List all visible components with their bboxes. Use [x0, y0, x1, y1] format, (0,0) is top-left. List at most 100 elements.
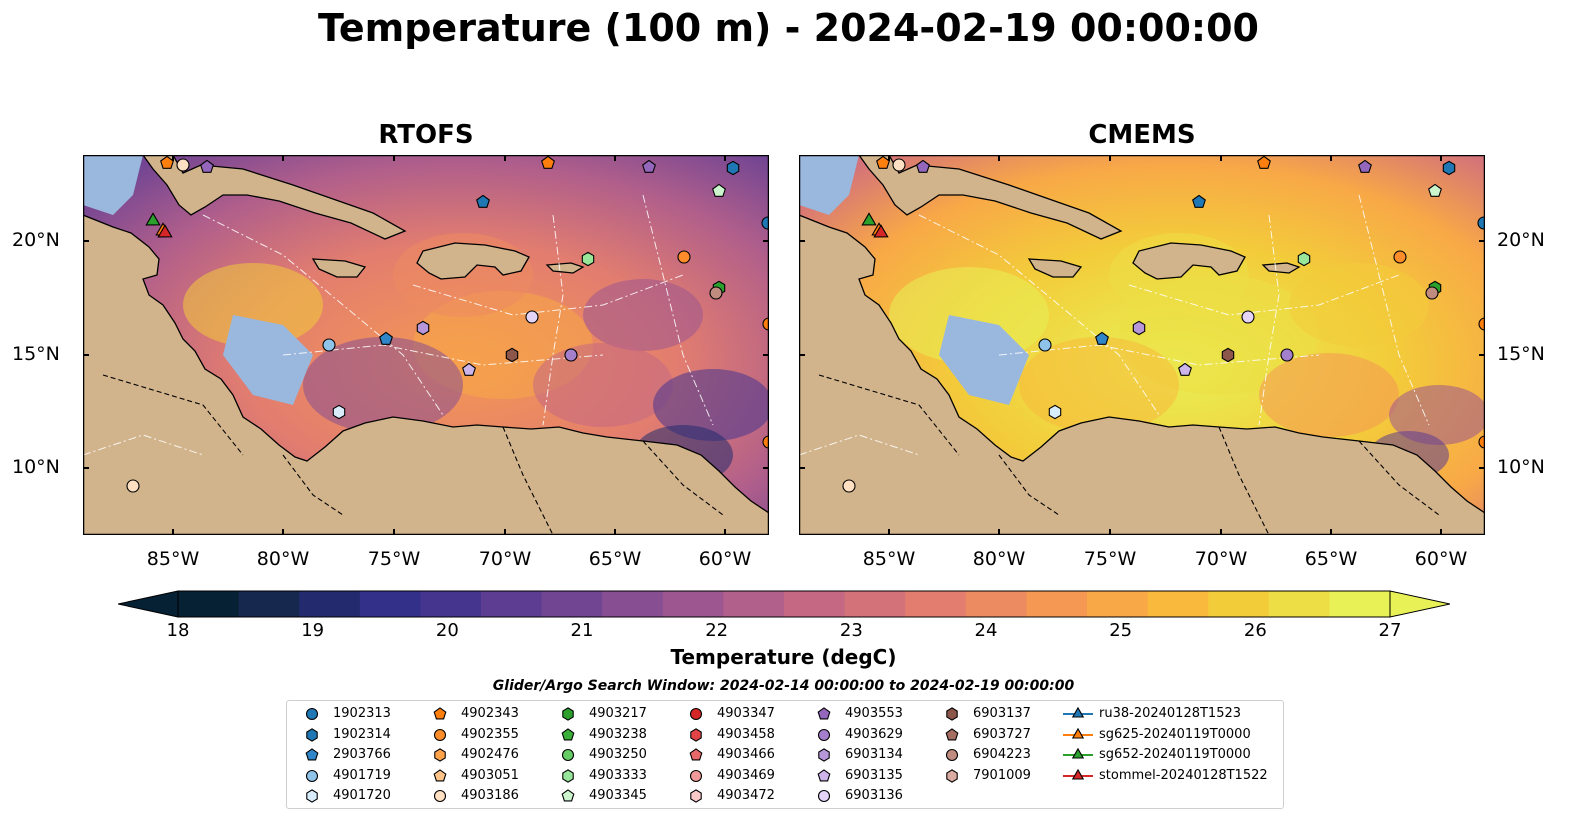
eez-boundary: [918, 214, 1160, 416]
colorbar-extend-low: [117, 590, 179, 618]
argo-float-marker: [642, 159, 656, 173]
legend-marker: [689, 769, 703, 782]
argo-float-marker: [677, 250, 691, 264]
argo-float-marker: [1178, 362, 1192, 376]
hexagon-marker-icon: [562, 768, 574, 783]
colorbar-segment: [905, 591, 967, 617]
land-mass: [1261, 262, 1301, 274]
legend-marker: [305, 769, 319, 782]
legend-marker: [946, 768, 958, 783]
argo-float-marker: [1221, 347, 1235, 363]
hexagon-marker-icon: [818, 748, 830, 762]
pentagon-marker-icon: [305, 748, 319, 761]
legend-marker: [305, 748, 319, 761]
lon-label-70w-left: 70°W: [478, 548, 532, 570]
circle-marker-icon: [689, 769, 703, 782]
argo-float-marker: [476, 194, 490, 208]
colorbar-segment: [1329, 591, 1391, 617]
legend-label: 7901009: [973, 767, 1031, 783]
glider-triangle-icon: [1063, 706, 1093, 718]
legend-label: 1902313: [333, 706, 391, 721]
legend-marker: [433, 768, 447, 781]
map-panel-rtofs: [82, 154, 776, 536]
colorbar-segment: [541, 591, 603, 617]
hexagon-marker-icon: [434, 748, 446, 762]
colorbar-tick-label: 22: [705, 620, 729, 641]
pentagon-marker-icon: [817, 768, 831, 781]
legend-marker: [434, 748, 446, 762]
legend-marker: [945, 748, 959, 762]
legend-marker: [817, 789, 831, 803]
colorbar-segment: [662, 591, 724, 617]
glider-marker: [145, 212, 161, 226]
legend-label: stommel-20240128T1522: [1099, 767, 1268, 783]
hexagon-marker-icon: [306, 789, 318, 803]
lat-label-10n-right: 10°N: [1497, 456, 1545, 478]
argo-float-marker: [1442, 160, 1456, 176]
hexagon-marker-icon: [306, 727, 318, 742]
lat-label-15n-left: 15°N: [12, 343, 60, 365]
circle-marker-icon: [433, 789, 447, 803]
circle-marker-icon: [689, 707, 703, 721]
lat-label-20n-left: 20°N: [12, 229, 60, 251]
colorbar-extend-high: [1389, 590, 1451, 618]
land-mass: [141, 154, 407, 240]
colorbar-tick-label: 18: [166, 620, 190, 641]
argo-float-marker: [176, 158, 190, 172]
map-frame: [798, 154, 1486, 536]
circle-marker-icon: [945, 748, 959, 762]
rtofs-map: [82, 154, 776, 536]
legend-label: 6903135: [845, 767, 903, 783]
hexagon-marker-icon: [690, 789, 702, 803]
legend-label: 6903136: [845, 788, 903, 803]
legend-label: 4903472: [717, 788, 775, 803]
argo-float-marker: [1257, 155, 1271, 169]
circle-marker-icon: [305, 769, 319, 782]
legend-marker: [817, 707, 831, 720]
eez-boundary: [82, 434, 204, 456]
argo-float-marker: [1428, 183, 1442, 197]
lon-label-70w-right: 70°W: [1194, 548, 1248, 570]
legend: 1902313 1902314 2903766 4901719 4901720 49023…: [286, 700, 1284, 809]
legend-marker: [562, 707, 574, 721]
country-border: [502, 426, 554, 536]
hexagon-marker-icon: [946, 707, 958, 721]
argo-float-marker: [462, 362, 476, 376]
legend-marker: [306, 789, 318, 803]
panel-title-rtofs: RTOFS: [378, 120, 474, 150]
eez-boundary: [412, 274, 684, 316]
argo-float-marker: [1048, 404, 1062, 420]
argo-float-marker: [1297, 251, 1311, 267]
lon-label-85w-left: 85°W: [146, 548, 200, 570]
shallow-shelf: [83, 155, 143, 215]
legend-label: 4903469: [717, 767, 775, 783]
legend-marker: [561, 789, 575, 802]
legend-label: sg625-20240119T0000: [1099, 726, 1251, 742]
colorbar-segment: [844, 591, 906, 617]
hexagon-marker-icon: [690, 727, 702, 742]
colorbar-tick-label: 27: [1378, 620, 1402, 641]
argo-float-marker: [1425, 286, 1439, 300]
legend-label: 4903347: [717, 706, 775, 721]
lon-label-60w-right: 60°W: [1414, 548, 1468, 570]
glider-marker: [861, 212, 877, 226]
legend-label: sg652-20240119T0000: [1099, 747, 1251, 762]
main-title: Temperature (100 m) - 2024-02-19 00:00:0…: [317, 6, 1259, 50]
country-border: [1218, 426, 1270, 536]
legend-label: 4901719: [333, 767, 391, 783]
legend-marker: [433, 789, 447, 803]
land-mass: [1027, 258, 1083, 278]
legend-label: 4903186: [461, 788, 519, 803]
legend-label: ru38-20240128T1523: [1099, 706, 1242, 721]
map-frame: [82, 154, 770, 536]
legend-label: 6903727: [973, 726, 1031, 742]
argo-float-marker: [1132, 320, 1146, 336]
colorbar-tick-label: 26: [1243, 620, 1267, 641]
country-border: [642, 440, 724, 516]
glider-triangle-icon: [1063, 768, 1093, 780]
colorbar-segment: [965, 591, 1027, 617]
temperature-blob: [1259, 353, 1399, 437]
argo-float-marker: [505, 347, 519, 363]
argo-float-marker: [1095, 331, 1109, 345]
legend-marker: [433, 707, 447, 720]
